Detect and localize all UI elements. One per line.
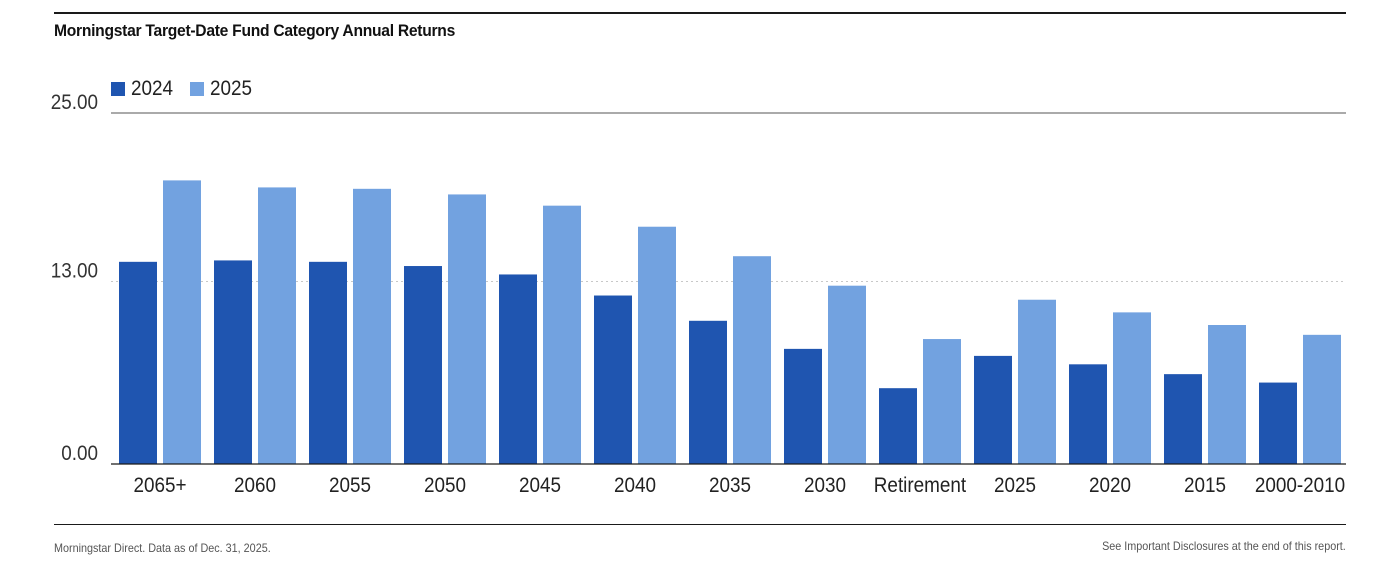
x-tick-label: 2015	[1184, 474, 1226, 497]
chart-title: Morningstar Target-Date Fund Category An…	[54, 21, 456, 40]
bar-2025-2060	[258, 187, 296, 465]
legend-item-2024: 2024	[111, 77, 178, 101]
bar-2025-2050	[448, 194, 486, 464]
bar-2025-2045	[543, 205, 581, 464]
y-tick-label: 25.00	[51, 91, 98, 114]
bar-2024-Retirement	[879, 388, 917, 464]
legend-swatch-2025	[189, 82, 204, 96]
x-tick-label: 2040	[614, 474, 656, 497]
bar-2024-2030	[784, 348, 822, 464]
bar-2024-2000-2010	[1259, 382, 1297, 464]
x-tick-label: 2060	[234, 474, 276, 497]
bottom-rule	[54, 524, 1346, 525]
x-tick-label: Retirement	[874, 474, 967, 497]
bar-2024-2050	[404, 266, 442, 464]
bar-2025-Retirement	[923, 339, 961, 464]
bar-2025-2020	[1113, 312, 1151, 464]
bar-2024-2040	[594, 295, 632, 464]
y-tick-label: 13.00	[51, 260, 98, 283]
top-rule	[54, 12, 1346, 14]
bar-2025-2055	[353, 188, 391, 465]
legend: 2024 2025	[111, 77, 256, 101]
bar-2024-2015	[1164, 374, 1202, 464]
bar-2025-2000-2010	[1303, 334, 1341, 464]
x-tick-label: 2030	[804, 474, 846, 497]
x-tick-label: 2025	[994, 474, 1036, 497]
bar-2024-2045	[499, 274, 537, 464]
bar-2025-2065+	[163, 180, 201, 464]
x-tick-label: 2055	[329, 474, 371, 497]
bar-2025-2040	[638, 226, 676, 464]
y-tick-label: 0.00	[61, 442, 98, 465]
bar-2024-2025	[974, 355, 1012, 464]
bar-2025-2035	[733, 256, 771, 464]
x-tick-label: 2035	[709, 474, 751, 497]
bar-2025-2015	[1208, 325, 1246, 464]
legend-swatch-2024	[111, 82, 125, 96]
bar-2024-2060	[214, 260, 252, 464]
legend-label-2024: 2024	[131, 77, 174, 100]
legend-item-2025: 2025	[189, 77, 257, 101]
bar-2024-2055	[309, 261, 347, 464]
x-tick-label: 2065+	[133, 474, 186, 497]
bar-2024-2035	[689, 320, 727, 464]
bar-2024-2065+	[119, 261, 157, 464]
disclosure-note: See Important Disclosures at the end of …	[1102, 539, 1346, 553]
bar-2025-2025	[1018, 299, 1056, 464]
x-tick-label: 2000-2010	[1255, 474, 1345, 497]
x-tick-label: 2050	[424, 474, 466, 497]
source-note: Morningstar Direct. Data as of Dec. 31, …	[54, 541, 271, 555]
x-tick-label: 2045	[519, 474, 561, 497]
bar-2025-2030	[828, 285, 866, 464]
x-tick-label: 2020	[1089, 474, 1131, 497]
legend-label-2025: 2025	[209, 77, 252, 100]
bar-2024-2020	[1069, 364, 1107, 464]
